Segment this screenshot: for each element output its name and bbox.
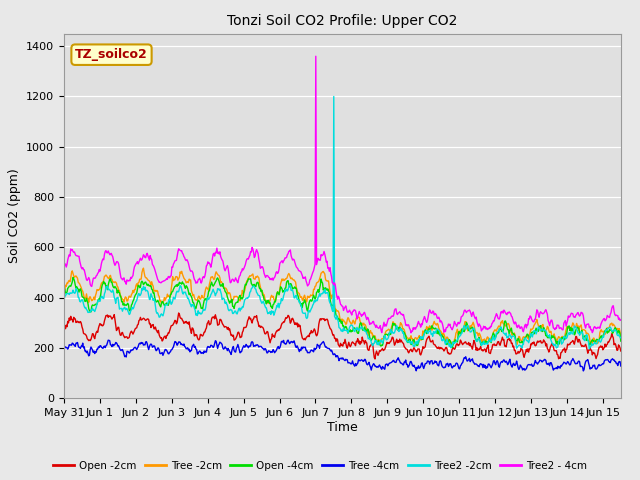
X-axis label: Time: Time (327, 421, 358, 434)
Text: TZ_soilco2: TZ_soilco2 (75, 48, 148, 61)
Y-axis label: Soil CO2 (ppm): Soil CO2 (ppm) (8, 168, 20, 264)
Legend: Open -2cm, Tree -2cm, Open -4cm, Tree -4cm, Tree2 -2cm, Tree2 - 4cm: Open -2cm, Tree -2cm, Open -4cm, Tree -4… (49, 456, 591, 475)
Title: Tonzi Soil CO2 Profile: Upper CO2: Tonzi Soil CO2 Profile: Upper CO2 (227, 14, 458, 28)
